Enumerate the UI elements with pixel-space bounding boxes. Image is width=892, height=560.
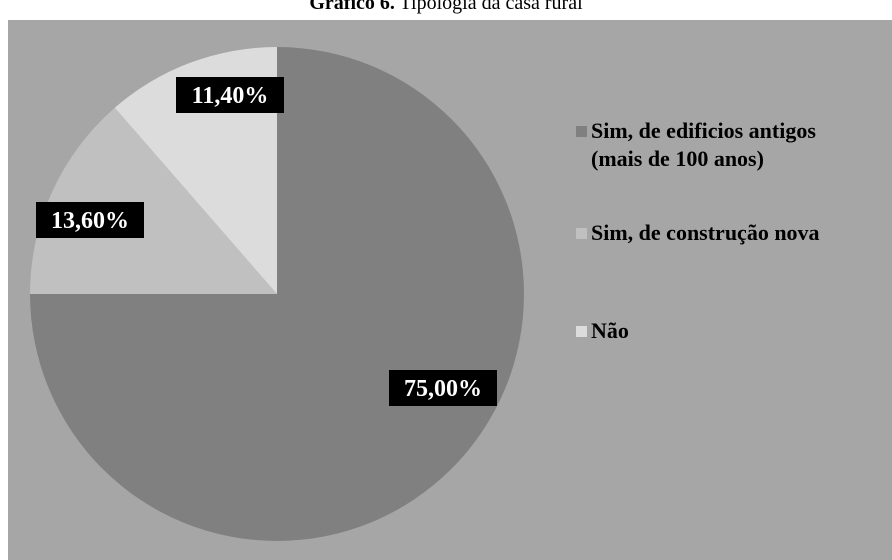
pie-slice	[30, 107, 277, 294]
data-label: 13,60%	[51, 208, 129, 234]
legend-label: (mais de 100 anos)	[591, 146, 764, 171]
chart-title: Gráfico 6. Tipologia da casa rural	[0, 0, 892, 15]
legend-swatch	[576, 126, 587, 137]
chart-title-bold: Gráfico 6.	[309, 0, 395, 14]
chart-area: 75,00% 13,60% 11,40% Sim, de edificios anti…	[8, 20, 892, 560]
data-label: 11,40%	[192, 83, 269, 109]
legend-label: Sim, de construção nova	[591, 220, 820, 245]
legend-label: Não	[591, 318, 629, 343]
legend-label: Sim, de edificios antigos	[591, 118, 816, 143]
legend-swatch	[576, 228, 587, 239]
data-label-box	[389, 370, 497, 406]
data-label-box	[36, 202, 144, 238]
data-label-box	[176, 77, 284, 113]
chart-title-rest: Tipologia da casa rural	[394, 0, 583, 14]
pie-chart: 75,00% 13,60% 11,40% Sim, de edificios anti…	[30, 47, 820, 541]
legend-swatch	[576, 326, 587, 337]
data-label: 75,00%	[404, 376, 482, 402]
